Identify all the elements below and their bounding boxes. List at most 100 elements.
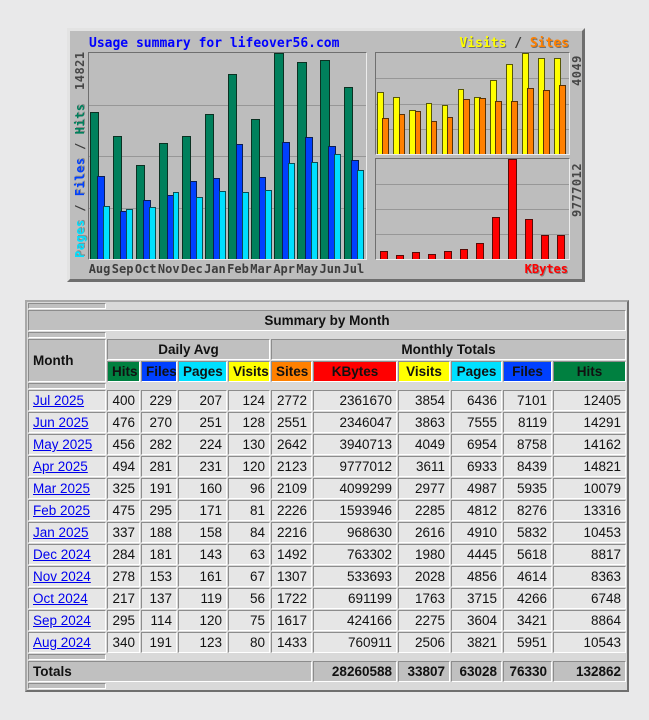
data-cell: 120 <box>178 610 227 631</box>
month-link[interactable]: Jan 2025 <box>33 525 89 540</box>
files-column-header: Files <box>503 361 552 382</box>
data-cell: 337 <box>107 522 140 543</box>
gridline <box>89 104 366 106</box>
data-cell: 4266 <box>503 588 552 609</box>
sites-bar <box>559 84 567 154</box>
data-cell: 325 <box>107 478 140 499</box>
data-cell: 4856 <box>451 566 502 587</box>
month-link[interactable]: Aug 2024 <box>33 635 91 650</box>
sites-bar <box>478 98 486 154</box>
kbytes-bar <box>540 235 549 259</box>
sites-bar <box>382 118 390 154</box>
pages-legend-label: Pages <box>73 219 87 258</box>
month-link[interactable]: Jun 2025 <box>33 415 89 430</box>
sites-bar <box>543 90 550 154</box>
kbytes-bar <box>492 217 501 259</box>
month-link[interactable]: May 2025 <box>33 437 93 452</box>
table-row: Feb 2025 475 295 171 81 2226 1593946 2285 4812 82… <box>28 500 626 521</box>
month-link[interactable]: Jul 2025 <box>33 393 85 408</box>
month-bar-group <box>89 53 112 259</box>
month-link[interactable]: Feb 2025 <box>33 503 91 518</box>
data-cell: 63 <box>228 544 270 565</box>
pages-files-hits-axis-legend: Pages / Files / Hits <box>73 103 87 258</box>
month-bar-group <box>227 53 250 259</box>
table-row: Jan 2025 337 188 158 84 2216 968630 2616 4910 583… <box>28 522 626 543</box>
data-cell: 8817 <box>553 544 626 565</box>
data-cell: 191 <box>141 478 177 499</box>
data-cell: 8439 <box>503 456 552 477</box>
table-row: Apr 2025 494 281 231 120 2123 9777012 3611 6933 8… <box>28 456 626 477</box>
data-cell: 13316 <box>553 500 626 521</box>
data-cell: 9777012 <box>313 456 397 477</box>
pages-bar <box>195 197 203 259</box>
month-link[interactable]: Dec 2024 <box>33 547 91 562</box>
column-header-row: Hits Files Pages Visits Sites KBytes Visits Pag… <box>28 361 626 382</box>
data-cell: 5951 <box>503 632 552 653</box>
month-bar-group <box>376 53 392 154</box>
kbytes-axis-max-label: 9777012 <box>570 162 584 217</box>
month-bar-group <box>392 53 408 154</box>
data-cell: 231 <box>178 456 227 477</box>
data-cell: 123 <box>178 632 227 653</box>
data-cell: 1980 <box>398 544 450 565</box>
data-cell: 2028 <box>398 566 450 587</box>
month-bar-group <box>456 53 472 154</box>
month-bar-group <box>376 159 392 259</box>
gridline <box>89 156 366 157</box>
data-cell: 81 <box>228 500 270 521</box>
data-cell: 229 <box>141 390 177 411</box>
kbytes-legend-label: KBytes <box>524 262 568 276</box>
month-link[interactable]: Nov 2024 <box>33 569 91 584</box>
month-link[interactable]: Apr 2025 <box>33 459 88 474</box>
data-cell: 2772 <box>271 390 312 411</box>
data-cell: 4812 <box>451 500 502 521</box>
data-cell: 188 <box>141 522 177 543</box>
data-cell: 763302 <box>313 544 397 565</box>
legend-slash: / <box>73 196 87 220</box>
visits-column-header: Visits <box>398 361 450 382</box>
data-cell: 2123 <box>271 456 312 477</box>
data-cell: 533693 <box>313 566 397 587</box>
data-cell: 153 <box>141 566 177 587</box>
kbytes-bar <box>460 249 469 259</box>
data-cell: 295 <box>141 500 177 521</box>
visits-sites-legend: Visits / Sites <box>459 36 569 51</box>
month-link[interactable]: Sep 2024 <box>33 613 91 628</box>
sites-bar <box>494 101 502 154</box>
data-cell: 14821 <box>553 456 626 477</box>
month-link[interactable]: Mar 2025 <box>33 481 91 496</box>
month-bar-group <box>489 159 505 259</box>
sites-column-header: Sites <box>271 361 312 382</box>
separator-row <box>28 303 626 309</box>
total-cell: 63028 <box>451 661 502 682</box>
data-cell: 295 <box>107 610 140 631</box>
data-cell: 6436 <box>451 390 502 411</box>
data-cell: 4987 <box>451 478 502 499</box>
month-cell: Apr 2025 <box>28 456 106 477</box>
data-cell: 456 <box>107 434 140 455</box>
pages-bar <box>241 192 249 259</box>
month-cell: Sep 2024 <box>28 610 106 631</box>
month-link[interactable]: Oct 2024 <box>33 591 88 606</box>
table-row: Mar 2025 325 191 160 96 2109 4099299 2977 4987 59… <box>28 478 626 499</box>
data-cell: 191 <box>141 632 177 653</box>
month-bar-group <box>424 159 440 259</box>
kbytes-bar <box>556 234 565 259</box>
hits-column-header: Hits <box>553 361 626 382</box>
data-cell: 56 <box>228 588 270 609</box>
files-legend-label: Files <box>73 157 87 197</box>
sites-bar <box>430 121 438 154</box>
data-cell: 2616 <box>398 522 450 543</box>
month-axis-label: Mar <box>250 262 272 276</box>
gridline <box>376 234 569 235</box>
data-cell: 6954 <box>451 434 502 455</box>
month-cell: Feb 2025 <box>28 500 106 521</box>
totals-label: Totals <box>28 661 312 682</box>
data-cell: 2285 <box>398 500 450 521</box>
gridline <box>376 103 569 105</box>
data-cell: 400 <box>107 390 140 411</box>
sites-bar <box>414 111 422 154</box>
totals-row: Totals 28260588 33807 63028 76330 132862 <box>28 661 626 682</box>
sites-bar <box>511 101 518 154</box>
data-cell: 6933 <box>451 456 502 477</box>
